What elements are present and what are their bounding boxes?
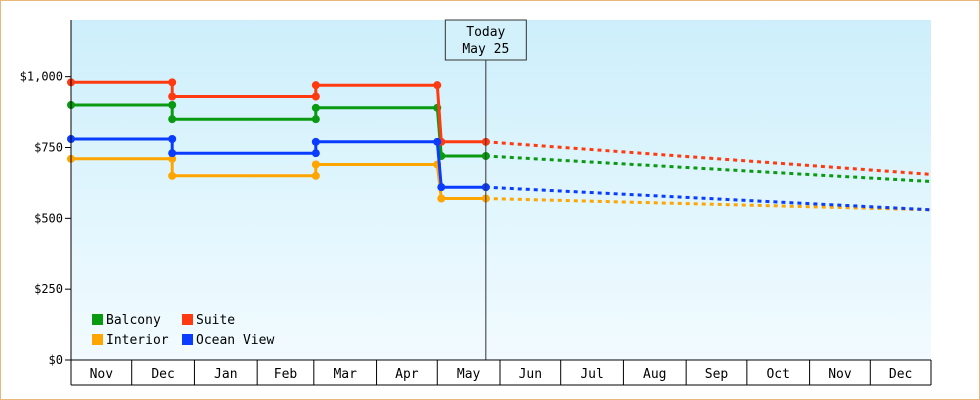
x-tick-label: Dec — [889, 367, 912, 382]
x-tick-label: Aug — [643, 367, 666, 382]
data-point — [311, 81, 320, 90]
today-marker: Today May 25 — [444, 19, 527, 360]
data-point — [311, 171, 320, 180]
x-tick-label: May — [457, 367, 481, 382]
x-tick-label: Apr — [395, 367, 419, 382]
today-box — [444, 19, 527, 61]
x-tick-label: Sep — [705, 367, 729, 382]
x-tick-label: Feb — [274, 367, 298, 382]
data-point — [311, 115, 320, 124]
data-point — [311, 137, 320, 146]
legend-item: Balcony — [92, 313, 161, 328]
legend-swatch — [92, 314, 103, 325]
legend-item: Interior — [92, 333, 169, 348]
today-date-label: May 25 — [462, 42, 509, 57]
series-layer — [67, 78, 932, 212]
data-point — [311, 149, 320, 158]
data-point — [168, 135, 177, 143]
forecast-line — [485, 185, 932, 212]
forecast-line — [485, 154, 932, 183]
plot-background — [71, 20, 931, 360]
data-point — [311, 92, 320, 101]
x-tick-label: Nov — [90, 367, 114, 382]
data-point — [168, 149, 177, 158]
data-point — [168, 101, 177, 109]
legend-item: Suite — [182, 313, 235, 328]
x-tick-label: Mar — [333, 367, 357, 382]
data-point — [437, 194, 446, 203]
forecast-line — [485, 140, 932, 176]
data-point — [168, 171, 177, 180]
x-tick-label: Jun — [519, 367, 542, 382]
y-axis: $0 $250 $500 $750 $1,000 — [20, 20, 72, 367]
x-axis: Nov Dec Jan Feb Mar Apr May Jun Jul Aug Sep Oct Nov D… — [70, 359, 932, 386]
data-point — [168, 154, 177, 163]
forecast-line — [485, 197, 932, 212]
legend-swatch — [92, 334, 103, 345]
x-tick-label: Dec — [151, 367, 174, 382]
y-tick-label: $1,000 — [20, 70, 63, 84]
legend-label: Interior — [106, 333, 169, 348]
data-point — [168, 78, 177, 87]
legend-label: Balcony — [106, 313, 161, 328]
x-tick-label: Oct — [766, 367, 789, 382]
x-tick-label: Nov — [828, 367, 852, 382]
legend-swatch — [182, 334, 193, 345]
data-point — [168, 92, 177, 101]
series-interior — [67, 154, 932, 212]
x-tick-label: Jan — [214, 367, 237, 382]
legend: Balcony Suite Interior Ocean View — [92, 313, 274, 348]
legend-swatch — [182, 314, 193, 325]
y-tick-label: $0 — [49, 353, 63, 367]
legend-item: Ocean View — [182, 333, 274, 348]
y-tick-label: $750 — [34, 141, 63, 155]
y-tick-label: $500 — [34, 211, 63, 225]
data-point — [311, 160, 320, 169]
data-point — [168, 115, 177, 124]
today-label: Today — [466, 25, 505, 40]
series-balcony — [67, 101, 932, 183]
data-point — [433, 81, 442, 90]
y-tick-label: $250 — [34, 282, 63, 296]
data-point — [433, 137, 442, 146]
legend-label: Ocean View — [196, 333, 274, 348]
data-point — [437, 183, 446, 192]
legend-label: Suite — [196, 313, 235, 328]
data-point — [311, 103, 320, 112]
x-tick-label: Jul — [580, 367, 603, 382]
series-suite — [67, 78, 932, 176]
series-ocean-view — [67, 135, 932, 212]
